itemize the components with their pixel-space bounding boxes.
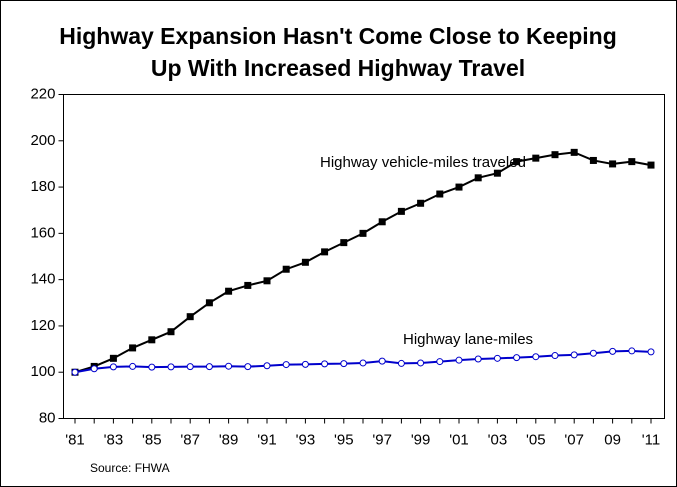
x-tick-label: '93 bbox=[296, 431, 316, 448]
marker bbox=[628, 347, 636, 355]
marker bbox=[455, 356, 463, 364]
marker bbox=[513, 354, 521, 362]
marker bbox=[397, 359, 405, 367]
marker bbox=[417, 359, 425, 367]
marker bbox=[244, 281, 252, 289]
marker bbox=[551, 151, 559, 159]
marker bbox=[205, 363, 213, 371]
marker bbox=[148, 363, 156, 371]
marker bbox=[647, 161, 655, 169]
marker bbox=[90, 365, 98, 373]
plot-frame bbox=[63, 94, 665, 419]
marker bbox=[609, 160, 617, 168]
x-tick-label: '97 bbox=[372, 431, 392, 448]
x-tick-label: '83 bbox=[104, 431, 124, 448]
marker bbox=[359, 359, 367, 367]
marker bbox=[359, 229, 367, 237]
y-tick-label: 120 bbox=[30, 317, 55, 334]
marker bbox=[493, 169, 501, 177]
x-tick-label: '99 bbox=[411, 431, 431, 448]
x-tick-label: '01 bbox=[449, 431, 469, 448]
x-tick-label: '11 bbox=[642, 431, 660, 448]
marker bbox=[109, 363, 117, 371]
marker bbox=[148, 336, 156, 344]
marker bbox=[225, 287, 233, 295]
marker bbox=[282, 361, 290, 369]
marker bbox=[186, 313, 194, 321]
y-tick-label: 100 bbox=[30, 363, 55, 380]
marker bbox=[589, 349, 597, 357]
y-tick-label: 200 bbox=[30, 132, 55, 149]
marker bbox=[129, 362, 137, 370]
marker bbox=[109, 354, 117, 362]
x-tick-label: '03 bbox=[488, 431, 508, 448]
x-tick-label: '91 bbox=[257, 431, 277, 448]
marker bbox=[609, 347, 617, 355]
marker bbox=[647, 348, 655, 356]
y-tick-label: 80 bbox=[39, 409, 56, 426]
y-tick-label: 180 bbox=[30, 178, 55, 195]
marker bbox=[321, 360, 329, 368]
marker bbox=[436, 358, 444, 366]
marker bbox=[532, 154, 540, 162]
source: Source: FHWA bbox=[90, 461, 170, 475]
y-tick-label: 140 bbox=[30, 271, 55, 288]
marker bbox=[513, 158, 521, 166]
y-tick-label: 160 bbox=[30, 224, 55, 241]
marker bbox=[378, 357, 386, 365]
chart-title: Highway Expansion Hasn't Come Close to K… bbox=[59, 23, 617, 49]
marker bbox=[493, 354, 501, 362]
series-label: Highway vehicle-miles traveled bbox=[320, 154, 526, 171]
marker bbox=[263, 362, 271, 370]
marker bbox=[301, 360, 309, 368]
marker bbox=[551, 352, 559, 360]
marker bbox=[167, 363, 175, 371]
marker bbox=[167, 328, 175, 336]
marker bbox=[321, 248, 329, 256]
marker bbox=[455, 183, 463, 191]
marker bbox=[244, 363, 252, 371]
marker bbox=[474, 355, 482, 363]
marker bbox=[340, 239, 348, 247]
marker bbox=[378, 218, 386, 226]
marker bbox=[340, 360, 348, 368]
marker bbox=[205, 299, 213, 307]
x-tick-label: '81 bbox=[65, 431, 85, 448]
marker bbox=[282, 265, 290, 273]
x-tick-label: '95 bbox=[334, 431, 354, 448]
x-tick-label: '85 bbox=[142, 431, 162, 448]
marker bbox=[129, 344, 137, 352]
marker bbox=[436, 190, 444, 198]
marker bbox=[532, 353, 540, 361]
marker bbox=[71, 368, 79, 376]
x-tick-label: '87 bbox=[180, 431, 200, 448]
series-label: Highway lane-miles bbox=[403, 331, 533, 348]
marker bbox=[570, 351, 578, 359]
x-tick-label: '89 bbox=[219, 431, 239, 448]
marker bbox=[417, 199, 425, 207]
marker bbox=[397, 207, 405, 215]
y-tick-label: 220 bbox=[30, 85, 55, 102]
marker bbox=[263, 277, 271, 285]
marker bbox=[589, 156, 597, 164]
marker bbox=[186, 363, 194, 371]
chart-title: Up With Increased Highway Travel bbox=[151, 55, 525, 81]
marker bbox=[628, 158, 636, 166]
marker bbox=[301, 258, 309, 266]
x-tick-label: '05 bbox=[526, 431, 546, 448]
marker bbox=[225, 362, 233, 370]
x-tick-label: 09 bbox=[604, 431, 621, 448]
x-tick-label: '07 bbox=[564, 431, 584, 448]
marker bbox=[570, 148, 578, 156]
marker bbox=[474, 174, 482, 182]
